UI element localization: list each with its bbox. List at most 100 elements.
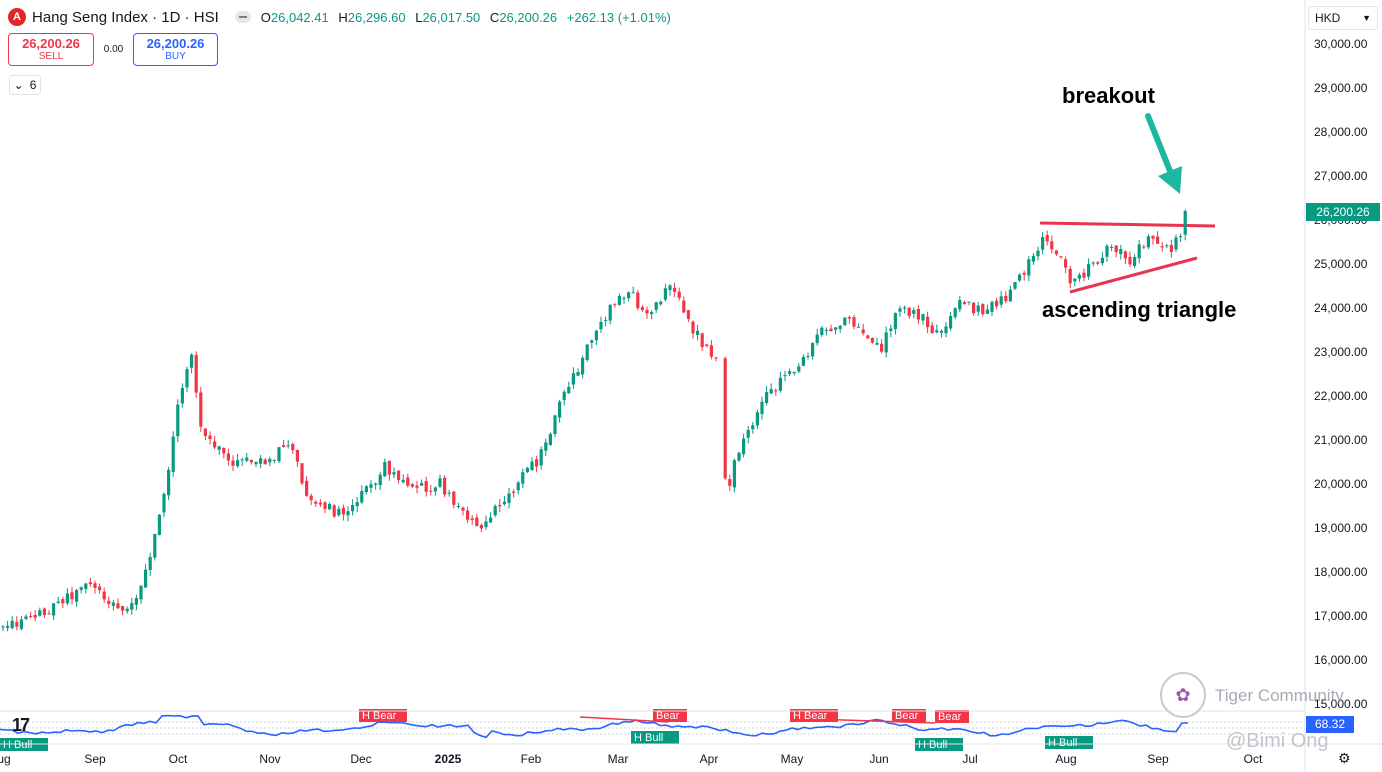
candle-body: [792, 371, 796, 374]
collapse-legend-icon[interactable]: [234, 11, 251, 23]
candle-body: [953, 308, 957, 318]
candle-body: [571, 373, 575, 385]
candle-body: [774, 390, 778, 392]
candle-body: [38, 610, 42, 616]
candle-body: [1018, 274, 1022, 281]
candle-body: [420, 483, 424, 486]
spread-value: 0.00: [103, 44, 124, 55]
candle-body: [65, 593, 69, 604]
candle-body: [249, 459, 253, 463]
indicators-toggle[interactable]: ⌄ 6: [9, 75, 41, 95]
candle-body: [29, 615, 33, 617]
candle-body: [245, 457, 249, 461]
candle-body: [512, 491, 516, 493]
currency-select[interactable]: HKD ▼: [1308, 6, 1378, 30]
candle-body: [148, 557, 152, 570]
candle-body: [378, 474, 382, 486]
candle-body: [236, 460, 240, 467]
price-axis-label: 17,000.00: [1314, 609, 1368, 623]
candle-body: [861, 329, 865, 334]
candle-body: [608, 304, 612, 321]
candle-body: [1151, 235, 1155, 239]
candle-body: [383, 462, 387, 477]
rsi-signal-label: H Bull: [1048, 737, 1077, 749]
rsi-signal-tag: [790, 709, 838, 722]
candle-body: [1087, 264, 1091, 277]
candle-body: [1137, 244, 1141, 259]
candle-body: [737, 452, 741, 461]
candle-body: [760, 401, 764, 415]
time-axis-label: Feb: [521, 752, 542, 766]
tradingview-logo-icon[interactable]: 17: [12, 715, 30, 735]
candle-body: [884, 332, 888, 353]
candle-body: [636, 292, 640, 309]
candle-body: [484, 521, 488, 528]
candle-body: [834, 327, 838, 330]
candle-body: [893, 313, 897, 330]
buy-button[interactable]: 26,200.26 BUY: [133, 33, 218, 66]
candle-body: [507, 493, 511, 504]
candle-body: [599, 321, 603, 330]
candle-body: [857, 326, 861, 328]
candle-body: [1174, 237, 1178, 250]
candle-body: [967, 301, 971, 303]
time-axis-label: Oct: [169, 752, 188, 766]
candle-body: [870, 337, 874, 343]
candle-body: [1142, 246, 1146, 248]
candle-body: [309, 495, 313, 501]
candle-body: [498, 505, 502, 507]
candle-body: [240, 459, 244, 461]
rsi-signal-tag: [1045, 736, 1093, 749]
candle-body: [548, 433, 552, 445]
price-axis-label: 25,000.00: [1314, 257, 1368, 271]
price-axis-label: 18,000.00: [1314, 565, 1368, 579]
candle-body: [300, 463, 304, 484]
candle-body: [880, 343, 884, 352]
candle-body: [875, 342, 879, 345]
candle-body: [843, 317, 847, 326]
candle-body: [1059, 256, 1063, 258]
candle-body: [700, 333, 704, 348]
candle-body: [33, 615, 37, 618]
settings-gear-icon[interactable]: ⚙: [1338, 750, 1351, 766]
rsi-signal-label: Bear: [895, 710, 919, 722]
time-axis-label: Dec: [350, 752, 371, 766]
candle-body: [765, 392, 769, 404]
time-axis-label: Oct: [1244, 752, 1263, 766]
candle-body: [213, 441, 217, 448]
candle-body: [696, 330, 700, 336]
candle-body: [815, 334, 819, 344]
candle-body: [640, 307, 644, 311]
candle-body: [397, 470, 401, 480]
candle-body: [521, 472, 525, 484]
candle-body: [134, 598, 138, 605]
candle-body: [898, 308, 902, 312]
candle-body: [406, 477, 410, 486]
candle-body: [539, 449, 543, 466]
symbol-title[interactable]: Hang Seng Index · 1D · HSI: [32, 8, 219, 26]
candle-body: [604, 319, 608, 321]
candle-body: [1146, 236, 1150, 248]
rsi-signal-label: Bear: [938, 711, 962, 723]
candle-body: [387, 460, 391, 475]
breakout-arrow-icon: [1145, 113, 1175, 179]
rsi-signal-tag: [631, 731, 679, 744]
candle-body: [1123, 251, 1127, 259]
candle-body: [433, 487, 437, 492]
candle-body: [199, 392, 203, 427]
candle-body: [530, 461, 534, 470]
candle-body: [1045, 235, 1049, 242]
candle-body: [847, 317, 851, 319]
candle-body: [180, 387, 184, 404]
exchange-logo-icon: A: [8, 8, 26, 26]
candle-body: [443, 477, 447, 495]
time-axis-label: Jul: [962, 752, 977, 766]
sell-button[interactable]: 26,200.26 SELL: [8, 33, 94, 66]
candle-body: [1100, 257, 1104, 264]
candle-body: [1105, 245, 1109, 257]
candle-body: [157, 514, 161, 535]
candle-body: [374, 483, 378, 485]
candle-body: [24, 616, 28, 619]
candle-body: [714, 357, 718, 359]
